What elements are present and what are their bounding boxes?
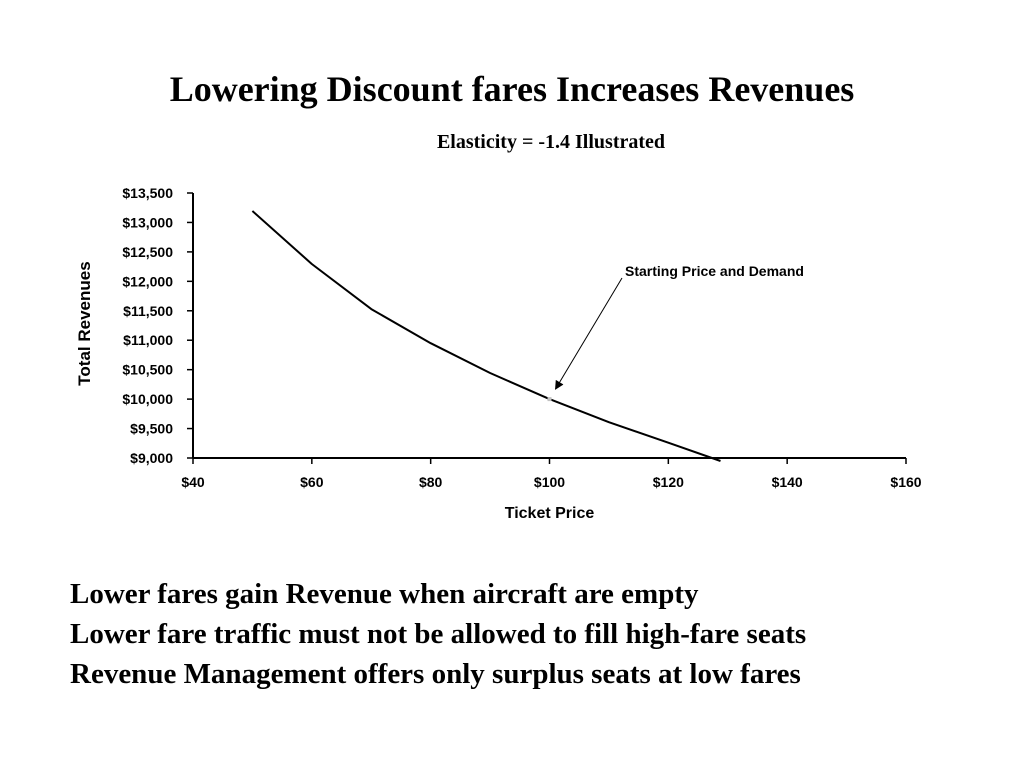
slide-title: Lowering Discount fares Increases Revenu… [169, 69, 855, 109]
y-tick-label: $13,000 [122, 214, 173, 230]
x-tick-label: $80 [419, 474, 443, 490]
y-tick-label: $11,000 [123, 332, 173, 348]
y-tick-label: $10,000 [122, 391, 173, 407]
y-tick-label: $13,500 [122, 185, 173, 201]
x-tick-label: $120 [653, 474, 684, 490]
y-tick-label: $11,500 [123, 303, 173, 319]
chart-series [251, 210, 721, 462]
y-tick-label: $9,000 [130, 450, 173, 466]
x-tick-label: $160 [890, 474, 921, 490]
chart-axes [192, 193, 906, 459]
x-tick-label: $100 [534, 474, 565, 490]
y-tick-label: $12,500 [122, 244, 173, 260]
bullet-list: Lower fares gain Revenue when aircraft a… [70, 574, 806, 694]
x-tick-label: $40 [181, 474, 205, 490]
bullet-item: Lower fares gain Revenue when aircraft a… [70, 578, 699, 610]
chart-ticks: $9,000 $9,500 $10,000 $10,500 $11,000 $11,500… [122, 185, 921, 490]
bullet-item: Lower fare traffic must not be allowed t… [70, 618, 807, 650]
chart-annotations: Starting Price and Demand [547, 263, 804, 402]
y-tick-label: $9,500 [130, 421, 173, 437]
y-tick-label: $10,500 [122, 362, 173, 378]
x-axis-label: Ticket Price [505, 505, 595, 522]
x-tick-label: $60 [300, 474, 324, 490]
annotation-arrow [555, 277, 623, 390]
bullet-item: Revenue Management offers only surplus s… [70, 658, 801, 690]
chart-title: Elasticity = -1.4 Illustrated [436, 131, 666, 153]
x-tick-label: $140 [772, 474, 803, 490]
revenue-series-line [251, 210, 721, 462]
y-tick-label: $12,000 [122, 273, 173, 289]
revenue-line-chart: $9,000 $9,500 $10,000 $10,500 $11,000 $11,500… [75, 185, 922, 522]
y-axis-label: Total Revenues [75, 261, 94, 385]
annotation-label: Starting Price and Demand [625, 263, 804, 279]
starting-point-marker [547, 397, 552, 402]
